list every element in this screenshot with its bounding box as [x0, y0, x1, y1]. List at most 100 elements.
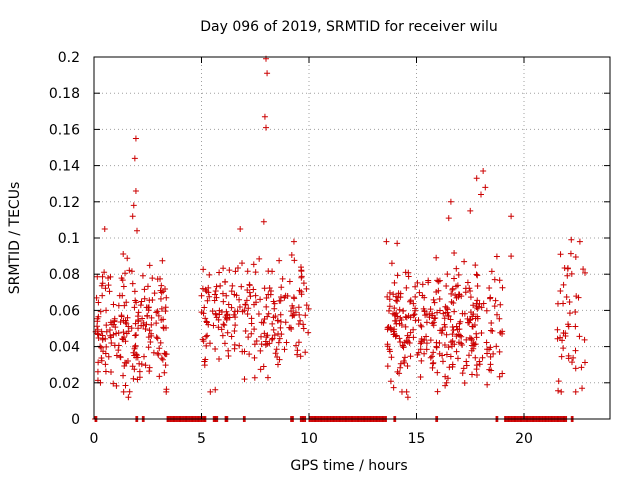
data-point: [560, 281, 567, 288]
y-tick-label: 0.06: [49, 303, 80, 319]
data-point: [263, 294, 270, 301]
data-point: [397, 360, 404, 367]
grid-lines: [94, 57, 610, 419]
data-point: [418, 338, 425, 345]
data-point: [230, 311, 237, 318]
data-point: [122, 270, 129, 277]
data-point: [148, 330, 155, 337]
data-point: [132, 320, 139, 327]
data-point: [271, 332, 278, 339]
data-point: [456, 326, 463, 333]
data-point: [156, 373, 163, 380]
data-point: [453, 348, 460, 355]
data-point: [146, 262, 153, 269]
data-point: [199, 336, 206, 343]
data-point: [386, 346, 393, 353]
data-point: [473, 334, 480, 341]
data-point: [499, 284, 506, 291]
x-tick-label: 20: [515, 431, 533, 447]
data-point: [580, 266, 587, 273]
data-point: [120, 251, 127, 258]
data-point: [148, 314, 155, 321]
data-point: [427, 337, 434, 344]
data-point: [430, 359, 437, 366]
data-point: [282, 292, 289, 299]
data-point: [460, 365, 467, 372]
data-point: [276, 297, 283, 304]
data-point: [386, 303, 393, 310]
data-point: [115, 302, 122, 309]
data-point: [203, 319, 210, 326]
data-point: [417, 374, 424, 381]
data-point: [263, 303, 270, 310]
data-point: [124, 255, 131, 262]
data-point: [130, 202, 137, 209]
data-point: [272, 350, 279, 357]
data-point: [241, 376, 248, 383]
data-point: [416, 289, 423, 296]
data-point: [274, 317, 281, 324]
data-point: [461, 310, 468, 317]
data-point: [102, 335, 109, 342]
data-point: [450, 327, 457, 334]
data-point: [142, 325, 149, 332]
data-point: [442, 382, 449, 389]
data-point: [154, 308, 161, 315]
data-point: [394, 272, 401, 279]
data-point: [103, 322, 110, 329]
y-tick-label: 0.12: [49, 195, 80, 211]
data-point: [133, 351, 140, 358]
data-point: [129, 213, 136, 220]
data-point: [157, 287, 164, 294]
data-point: [113, 382, 120, 389]
data-point: [443, 282, 450, 289]
data-point: [442, 324, 449, 331]
data-point: [159, 356, 166, 363]
data-point: [222, 278, 229, 285]
data-point: [582, 269, 589, 276]
data-point: [286, 324, 293, 331]
data-point: [239, 260, 246, 267]
data-point: [421, 336, 428, 343]
data-point: [461, 258, 468, 265]
data-point: [482, 184, 489, 191]
data-point: [557, 251, 564, 258]
data-point: [478, 330, 485, 337]
data-point: [295, 339, 302, 346]
data-point: [430, 296, 437, 303]
data-point: [412, 283, 419, 290]
data-point: [159, 257, 166, 264]
data-point: [451, 275, 458, 282]
data-point: [261, 330, 268, 337]
data-point: [572, 388, 579, 395]
data-point: [128, 268, 135, 275]
data-point: [204, 297, 211, 304]
data-point: [253, 337, 260, 344]
data-point: [163, 324, 170, 331]
data-point: [115, 342, 122, 349]
data-point: [157, 339, 164, 346]
data-point: [205, 289, 212, 296]
data-point: [508, 253, 515, 260]
data-point: [279, 275, 286, 282]
data-point: [234, 265, 241, 272]
data-point: [262, 341, 269, 348]
data-point: [139, 272, 146, 279]
data-point: [122, 382, 129, 389]
data-point: [303, 285, 310, 292]
data-point: [134, 376, 141, 383]
data-point: [264, 70, 271, 77]
data-point: [233, 292, 240, 299]
data-point: [499, 370, 506, 377]
data-point: [293, 342, 300, 349]
data-point: [463, 336, 470, 343]
data-point: [228, 304, 235, 311]
data-point: [430, 319, 437, 326]
data-point: [95, 299, 102, 306]
data-point: [581, 359, 588, 366]
data-point: [414, 351, 421, 358]
data-point: [228, 288, 235, 295]
data-point: [120, 283, 127, 290]
data-point: [497, 301, 504, 308]
data-point: [132, 135, 139, 142]
